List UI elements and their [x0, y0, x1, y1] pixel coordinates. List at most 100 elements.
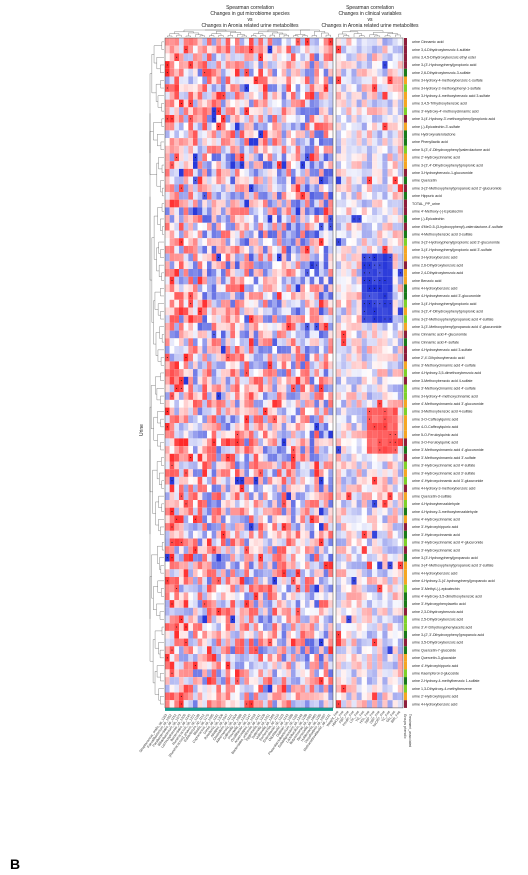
heatmap-cell — [188, 654, 193, 662]
group-swatch — [404, 292, 407, 300]
heatmap-cell — [183, 561, 189, 570]
heatmap-cell — [272, 222, 277, 231]
heatmap-cell — [267, 669, 273, 678]
heatmap-cell — [281, 207, 287, 216]
heatmap-cell — [286, 253, 291, 262]
heatmap-cell — [366, 446, 373, 454]
significance-dot — [185, 503, 187, 505]
heatmap-cell — [346, 476, 352, 485]
heatmap-cell — [183, 307, 189, 316]
heatmap-cell — [392, 330, 398, 339]
heatmap-cell — [341, 45, 347, 54]
heatmap-cell — [221, 538, 226, 547]
heatmap-cell — [377, 546, 383, 554]
heatmap-cell — [341, 507, 347, 516]
group-swatch — [404, 145, 407, 154]
heatmap-cell — [300, 61, 305, 69]
heatmap-cell — [309, 700, 315, 708]
heatmap-cell — [235, 338, 240, 346]
heatmap-cell — [225, 399, 231, 408]
significance-dot — [306, 326, 308, 328]
heatmap-cell — [239, 546, 245, 554]
row-label: urine 4'-Hydroxycinnamic acid — [412, 517, 460, 521]
heatmap-cell — [361, 654, 367, 662]
heatmap-cell — [225, 684, 231, 693]
row-label: urine 3-(4'-Hydroxyphenyl)propionic acid — [412, 302, 476, 306]
heatmap-cell — [300, 215, 305, 223]
heatmap-cell — [372, 176, 378, 185]
heatmap-cell — [263, 115, 268, 123]
dendrogram-branch — [300, 29, 320, 35]
heatmap-cell — [300, 253, 305, 262]
heatmap-cell — [300, 630, 305, 639]
heatmap-cell — [397, 530, 403, 539]
heatmap-cell — [211, 84, 217, 92]
significance-dot — [389, 441, 391, 443]
row-label: urine 3-Hydroxy-4-methoxybenzoic-1-sulfa… — [412, 79, 483, 83]
heatmap-cell — [230, 346, 235, 354]
heatmap-cell — [361, 438, 367, 447]
heatmap-cell — [183, 38, 189, 46]
heatmap-cell — [272, 384, 277, 393]
row-label: urine 3-Hydroxy-2-methoxyphenyl-1-sulfat… — [412, 86, 481, 90]
heatmap-cell — [244, 492, 249, 500]
heatmap-cell — [323, 623, 329, 631]
heatmap-cell — [351, 523, 357, 531]
heatmap-cell — [346, 207, 352, 216]
heatmap-cell — [197, 261, 203, 269]
heatmap-cell — [346, 176, 352, 185]
heatmap-cell — [346, 107, 352, 115]
heatmap-cell — [323, 530, 329, 539]
heatmap-cell — [258, 253, 263, 262]
heatmap-cell — [305, 607, 310, 616]
heatmap-cell — [197, 91, 203, 100]
heatmap-cell — [272, 238, 277, 246]
heatmap-cell — [253, 369, 259, 377]
heatmap-cell — [351, 153, 357, 162]
heatmap-cell — [372, 199, 378, 208]
heatmap-cell — [309, 638, 315, 647]
heatmap-cell — [258, 353, 263, 362]
heatmap-cell — [328, 115, 333, 123]
heatmap-cell — [174, 91, 179, 100]
heatmap-cell — [267, 476, 273, 485]
heatmap-cell — [179, 515, 184, 524]
significance-dot — [190, 457, 192, 459]
heatmap-cell — [286, 315, 291, 323]
heatmap-cell — [174, 399, 179, 408]
heatmap-cell — [341, 238, 347, 246]
heatmap-cell — [235, 684, 240, 693]
heatmap-cell — [397, 276, 403, 285]
heatmap-cell — [281, 276, 287, 285]
dendrogram-branch — [160, 288, 164, 297]
heatmap-cell — [230, 661, 235, 670]
heatmap-cell — [211, 600, 217, 608]
row-label: urine 3-O-Feruloylquinic acid — [412, 440, 458, 444]
heatmap-cell — [174, 423, 179, 431]
row-label: urine Quercetin — [412, 179, 437, 183]
heatmap-cell — [314, 76, 319, 85]
heatmap-cell — [356, 238, 362, 246]
heatmap-cell — [211, 530, 217, 539]
heatmap-cell — [323, 399, 329, 408]
heatmap-cell — [328, 207, 333, 216]
heatmap-cell — [305, 461, 310, 470]
heatmap-cell — [392, 222, 398, 231]
heatmap-cell — [165, 330, 170, 339]
heatmap-cell — [323, 538, 329, 547]
heatmap-cell — [235, 168, 240, 177]
heatmap-cell — [300, 592, 305, 601]
heatmap-cell — [328, 446, 333, 454]
heatmap-cell — [341, 476, 347, 485]
heatmap-cell — [314, 130, 319, 139]
heatmap-cell — [323, 361, 329, 370]
heatmap-cell — [263, 492, 268, 500]
significance-dot — [241, 480, 243, 482]
heatmap-cell — [346, 299, 352, 308]
heatmap-cell — [305, 392, 310, 400]
heatmap-cell — [207, 222, 212, 231]
significance-dot — [363, 318, 365, 320]
dendrogram-branch — [258, 31, 278, 34]
significance-dot — [171, 541, 173, 543]
heatmap-cell — [387, 145, 393, 154]
